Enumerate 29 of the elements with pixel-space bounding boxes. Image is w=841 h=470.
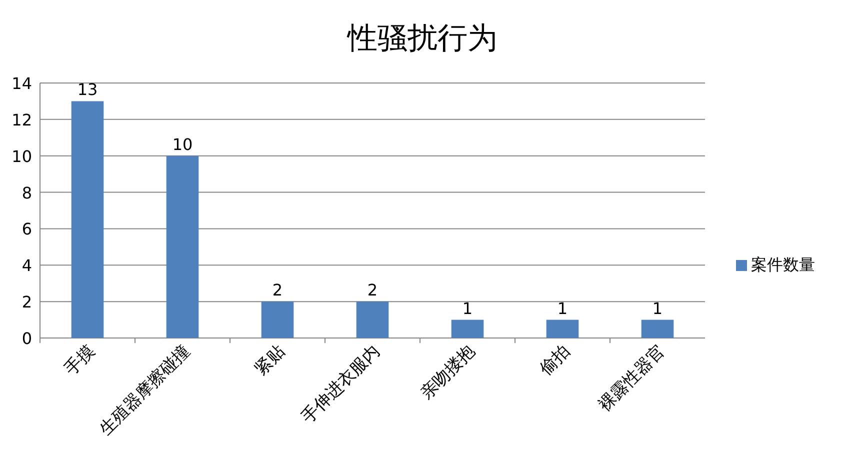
x-tick-label: 紧贴 (250, 341, 290, 380)
x-tick-label: 亲吻搂抱 (416, 341, 480, 404)
y-tick-label: 14 (12, 74, 32, 93)
bar (546, 320, 579, 338)
chart-title: 性骚扰行为 (346, 21, 498, 56)
x-tick-label: 手伸进衣服内 (298, 341, 384, 428)
y-tick-label: 0 (22, 329, 32, 348)
y-tick-label: 12 (12, 110, 32, 130)
bar (261, 302, 294, 338)
y-tick-label: 8 (22, 183, 32, 202)
data-label: 2 (367, 280, 378, 300)
data-label: 10 (172, 134, 193, 154)
x-tick-label: 偷拍 (536, 341, 574, 380)
data-label: 1 (557, 298, 568, 318)
bar (451, 320, 484, 338)
x-tick-label: 裸露性器官 (594, 341, 670, 416)
legend-label: 案件数量 (751, 255, 815, 274)
y-tick-label: 2 (22, 292, 32, 312)
bar (166, 156, 199, 338)
bar (356, 302, 389, 338)
data-label: 1 (652, 298, 663, 318)
y-tick-label: 4 (22, 256, 32, 276)
y-tick-label: 6 (22, 220, 32, 239)
data-label: 1 (462, 298, 473, 318)
data-label: 2 (272, 280, 283, 300)
data-label: 13 (77, 80, 98, 100)
y-tick-label: 10 (12, 146, 32, 166)
bar (71, 101, 104, 338)
bar (641, 320, 674, 338)
